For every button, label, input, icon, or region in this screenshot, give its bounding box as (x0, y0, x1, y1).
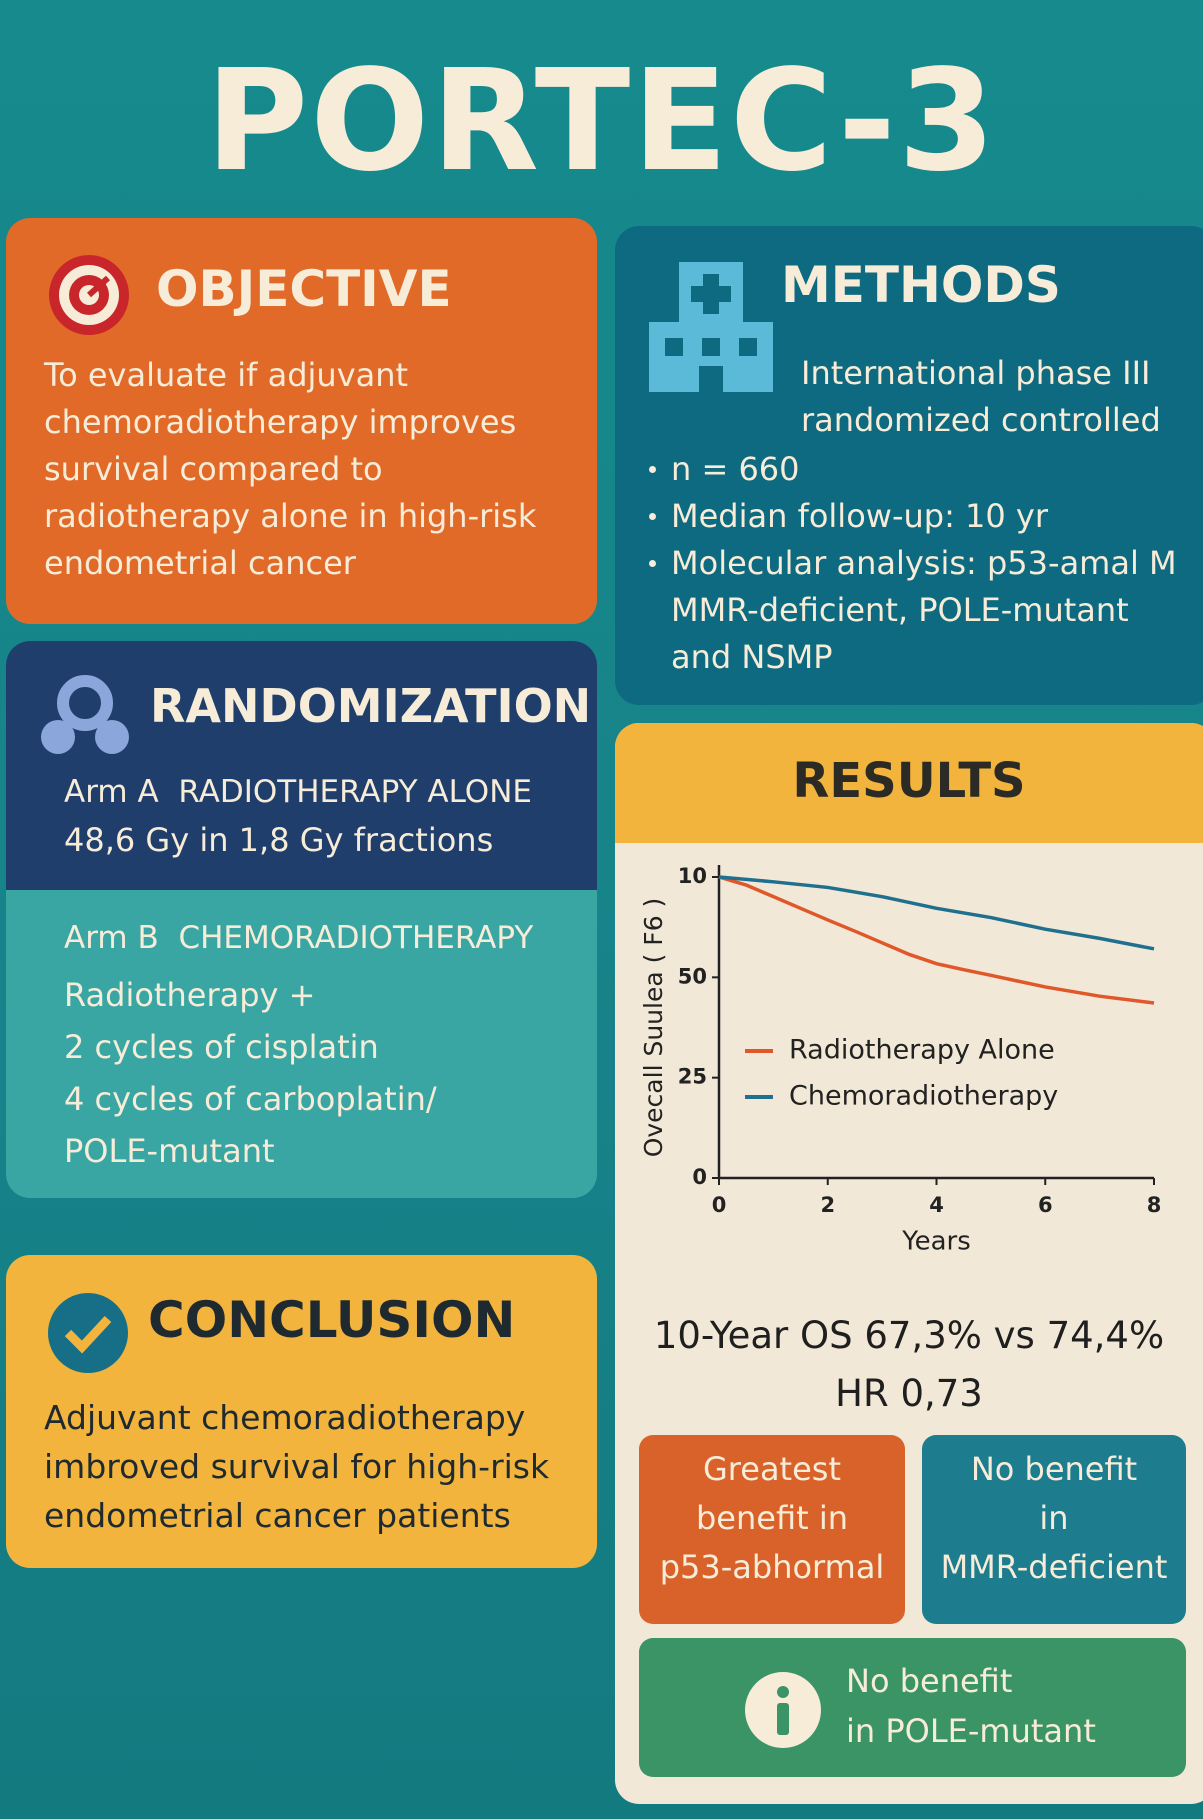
text-line: survival compared to (44, 450, 383, 488)
chart: 0 25 50 10 0 2 4 6 8 Years Ovecall Suulea ( F6 ) Ra… (639, 864, 1162, 1257)
x-tick-label: 6 (1038, 1193, 1053, 1217)
text-line: MMR-deficient (940, 1548, 1168, 1586)
finding-box: No benefit in POLE-mutant (639, 1638, 1186, 1777)
conclusion-card: CONCLUSION Adjuvant chemoradiotherapy imb… (6, 1255, 597, 1568)
title: PORTEC-3 (205, 40, 998, 203)
bullet: Molecular analysis: p53-amal M MMR-defici… (649, 540, 1177, 681)
objective-card: OBJECTIVE To evaluate if adjuvant chemora… (6, 218, 597, 624)
text-line: Adjuvant chemoradiotherapy (44, 1398, 526, 1437)
arm-b-text: Radiotherapy + 2 cycles of cisplatin 4 cyc… (64, 969, 437, 1177)
text-line: radiotherapy alone in high-risk (44, 497, 537, 535)
arm-label: Arm B (64, 920, 159, 956)
text-line: chemoradiotherapy improves (44, 403, 517, 441)
text-line: 10-Year OS 67,3% vs 74,4% (653, 1314, 1165, 1357)
text-line: MMR-deficient, POLE-mutant (671, 591, 1129, 629)
results-heading: RESULTS (792, 753, 1026, 809)
info-icon (745, 1672, 821, 1748)
text-line: 48,6 Gy in 1,8 Gy fractions (64, 821, 494, 859)
arm-name: CHEMORADIOTHERAPY (178, 920, 534, 956)
objective-text: To evaluate if adjuvant chemoradiotherapy… (44, 352, 536, 587)
y-tick-label: 0 (692, 1165, 707, 1189)
arm-a-text: 48,6 Gy in 1,8 Gy fractions (64, 817, 493, 864)
text-line: POLE-mutant (64, 1132, 275, 1170)
bullet-dot (649, 560, 656, 567)
text-line: endometrial cancer patients (44, 1496, 511, 1535)
results-header (615, 723, 1203, 843)
text-line: Radiotherapy + (64, 976, 316, 1014)
arm-b-title: Arm B CHEMORADIOTHERAPY (64, 915, 533, 962)
text-line: in POLE-mutant (846, 1712, 1096, 1750)
methods-card: METHODS International phase III randomize… (615, 226, 1203, 705)
bullet: Median follow-up: 10 yr (649, 493, 1177, 540)
survival-line (718, 875, 1155, 951)
text-line: endometrial cancer (44, 544, 356, 582)
bullet-dot (649, 513, 656, 520)
x-tick-label: 0 (712, 1193, 727, 1217)
text-line: randomized controlled (801, 401, 1161, 439)
text-line: p53-abhormal (659, 1548, 885, 1586)
y-tick-label: 10 (678, 864, 707, 888)
finding-text: No benefit in POLE-mutant (846, 1656, 1096, 1756)
methods-bullets: n = 660 Median follow-up: 10 yr Molecular … (649, 446, 1177, 681)
arm-name: RADIOTHERAPY ALONE (178, 774, 532, 810)
text-line: HR 0,73 (835, 1372, 983, 1415)
text-line: No benefit (970, 1450, 1138, 1488)
target-icon (49, 255, 129, 335)
x-tick-label: 2 (820, 1193, 835, 1217)
text-line: and NSMP (671, 638, 833, 676)
legend-label: Radiotherapy Alone (789, 1035, 1055, 1066)
arm-a-panel (6, 641, 597, 890)
x-tick-label: 4 (929, 1193, 944, 1217)
y-tick-label: 50 (678, 964, 707, 988)
arm-a-title: Arm A RADIOTHERAPY ALONE (64, 769, 532, 816)
people-icon (41, 675, 129, 754)
text-line: in (1039, 1499, 1069, 1537)
results-summary: 10-Year OS 67,3% vs 74,4% HR 0,73 (615, 1307, 1203, 1423)
text-line: 2 cycles of cisplatin (64, 1028, 379, 1066)
text-line: Median follow-up: 10 yr (671, 497, 1049, 535)
objective-heading: OBJECTIVE (156, 260, 452, 318)
text-line: Greatest (703, 1450, 841, 1488)
finding-box: Greatest benefit in p53-abhormal (639, 1435, 905, 1624)
text-line: No benefit (846, 1662, 1013, 1700)
text-line: benefit in (695, 1499, 848, 1537)
methods-heading: METHODS (781, 256, 1061, 314)
text-line: To evaluate if adjuvant (44, 356, 409, 394)
hospital-icon (649, 262, 773, 392)
x-axis-label: Years (901, 1227, 971, 1257)
randomization-card: RANDOMIZATION Arm A RADIOTHERAPY ALONE 4… (6, 641, 597, 1198)
text-line: imbroved survival for high-risk (44, 1447, 550, 1486)
text-line: Molecular analysis: p53-amal M (671, 544, 1177, 582)
x-tick-label: 8 (1147, 1193, 1162, 1217)
text-line: n = 660 (671, 450, 800, 488)
arm-label: Arm A (64, 774, 159, 810)
conclusion-heading: CONCLUSION (148, 1291, 516, 1349)
text-line: International phase III (801, 354, 1151, 392)
randomization-heading: RANDOMIZATION (150, 679, 592, 733)
bullet-dot (649, 466, 656, 473)
check-icon (48, 1293, 128, 1373)
y-axis-label: Ovecall Suulea ( F6 ) (639, 898, 668, 1158)
bullet: n = 660 (649, 446, 1177, 493)
finding-box: No benefit in MMR-deficient (922, 1435, 1186, 1624)
methods-intro: International phase III randomized contro… (801, 350, 1161, 444)
y-tick-label: 25 (678, 1065, 707, 1089)
conclusion-text: Adjuvant chemoradiotherapy imbroved survi… (44, 1393, 549, 1540)
legend-label: Chemoradiotherapy (789, 1081, 1058, 1112)
text-line: 4 cycles of carboplatin/ (64, 1080, 437, 1118)
survival-line (718, 875, 1155, 1005)
